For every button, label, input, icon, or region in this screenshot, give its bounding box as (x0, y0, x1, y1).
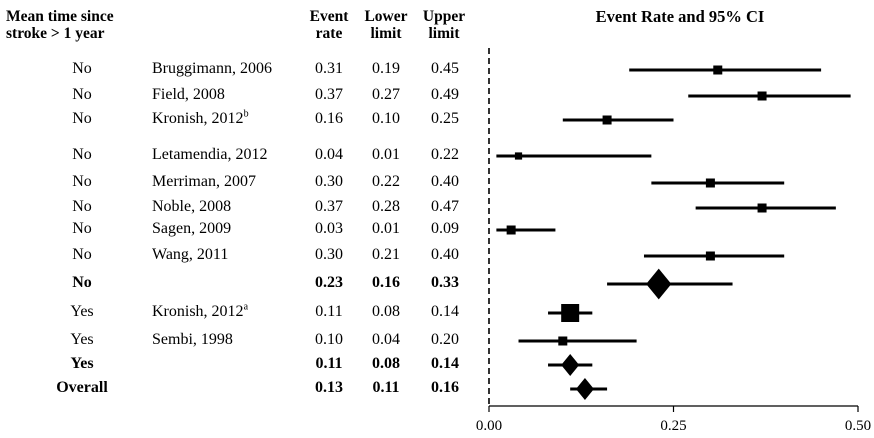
row-upper-limit: 0.40 (431, 173, 459, 190)
event-header-line2: rate (315, 25, 343, 42)
point-estimate-marker (705, 251, 715, 261)
summary-diamond (575, 378, 594, 400)
upper-header-line2: limit (428, 25, 460, 42)
group-header-line1: Mean time since (6, 8, 114, 25)
row-study-label: Kronish, 2012b (152, 108, 249, 127)
row-study-label: Field, 2008 (152, 86, 225, 103)
row-lower-limit: 0.28 (372, 198, 400, 215)
row-upper-limit: 0.09 (431, 220, 459, 237)
lower-limit-column-header: Lower limit (357, 8, 415, 42)
point-estimate-marker (514, 152, 523, 160)
row-study-label: Wang, 2011 (152, 246, 229, 263)
row-upper-limit: 0.47 (431, 198, 459, 215)
row-study-label: Noble, 2008 (152, 198, 232, 215)
study-footnote-marker: b (243, 108, 249, 120)
point-estimate-marker (713, 65, 723, 75)
row-upper-limit: 0.16 (431, 379, 459, 396)
group-column-header: Mean time since stroke > 1 year (6, 8, 114, 42)
row-event-rate: 0.16 (315, 110, 343, 127)
row-upper-limit: 0.14 (431, 355, 459, 372)
row-study-label: Kronish, 2012a (152, 301, 249, 320)
row-upper-limit: 0.14 (431, 303, 459, 320)
row-study-label: Bruggimann, 2006 (152, 60, 272, 77)
row-group-label: No (72, 220, 92, 237)
row-event-rate: 0.37 (315, 86, 343, 103)
row-group-label: No (72, 274, 92, 291)
row-study-label: Sagen, 2009 (152, 220, 232, 237)
row-group-label: No (72, 110, 92, 127)
row-upper-limit: 0.45 (431, 60, 459, 77)
row-event-rate: 0.23 (315, 274, 343, 291)
row-event-rate: 0.30 (315, 246, 343, 263)
summary-diamond (561, 354, 580, 376)
row-group-label: Yes (70, 355, 94, 372)
group-header-line2: stroke > 1 year (6, 25, 105, 42)
row-lower-limit: 0.21 (372, 246, 400, 263)
row-lower-limit: 0.01 (372, 146, 400, 163)
row-group-label: Yes (70, 303, 94, 320)
row-event-rate: 0.11 (315, 355, 343, 372)
row-group-label: Yes (70, 331, 94, 348)
row-lower-limit: 0.11 (372, 379, 400, 396)
row-study-label: Sembi, 1998 (152, 331, 233, 348)
x-tick-label: 0.50 (845, 418, 871, 434)
row-event-rate: 0.04 (315, 146, 343, 163)
chart-title: Event Rate and 95% CI (595, 7, 765, 26)
row-upper-limit: 0.33 (431, 274, 459, 291)
lower-header-line1: Lower (364, 8, 408, 25)
row-lower-limit: 0.08 (372, 355, 400, 372)
study-footnote-marker: a (243, 301, 249, 313)
x-tick-label: 0.25 (660, 418, 686, 434)
row-group-label: No (72, 198, 92, 215)
row-upper-limit: 0.49 (431, 86, 459, 103)
x-tick-label: 0.00 (476, 418, 502, 434)
row-lower-limit: 0.08 (372, 303, 400, 320)
point-estimate-marker (602, 115, 612, 125)
row-lower-limit: 0.01 (372, 220, 400, 237)
row-upper-limit: 0.22 (431, 146, 459, 163)
row-event-rate: 0.13 (315, 379, 343, 396)
row-event-rate: 0.37 (315, 198, 343, 215)
row-group-label: No (72, 86, 92, 103)
lower-header-line2: limit (370, 25, 402, 42)
row-event-rate: 0.10 (315, 331, 343, 348)
row-lower-limit: 0.16 (372, 274, 400, 291)
summary-diamond (646, 268, 672, 300)
row-lower-limit: 0.27 (372, 86, 400, 103)
row-group-label: No (72, 173, 92, 190)
point-estimate-marker (705, 178, 715, 188)
row-event-rate: 0.11 (315, 303, 343, 320)
row-upper-limit: 0.25 (431, 110, 459, 127)
point-estimate-marker (561, 304, 580, 322)
row-lower-limit: 0.04 (372, 331, 400, 348)
row-event-rate: 0.31 (315, 60, 343, 77)
row-group-label: Overall (56, 379, 108, 396)
point-estimate-marker (506, 225, 516, 235)
point-estimate-marker (757, 91, 767, 101)
row-study-label: Merriman, 2007 (152, 173, 256, 190)
point-estimate-marker (757, 203, 767, 213)
row-group-label: No (72, 60, 92, 77)
row-lower-limit: 0.19 (372, 60, 400, 77)
row-upper-limit: 0.40 (431, 246, 459, 263)
row-upper-limit: 0.20 (431, 331, 459, 348)
event-rate-column-header: Event rate (304, 8, 354, 42)
row-lower-limit: 0.10 (372, 110, 400, 127)
row-event-rate: 0.03 (315, 220, 343, 237)
point-estimate-marker (558, 336, 568, 346)
row-event-rate: 0.30 (315, 173, 343, 190)
row-lower-limit: 0.22 (372, 173, 400, 190)
upper-limit-column-header: Upper limit (415, 8, 473, 42)
row-group-label: No (72, 246, 92, 263)
event-header-line1: Event (309, 8, 349, 25)
row-study-label: Letamendia, 2012 (152, 146, 268, 163)
upper-header-line1: Upper (422, 8, 466, 25)
row-group-label: No (72, 146, 92, 163)
